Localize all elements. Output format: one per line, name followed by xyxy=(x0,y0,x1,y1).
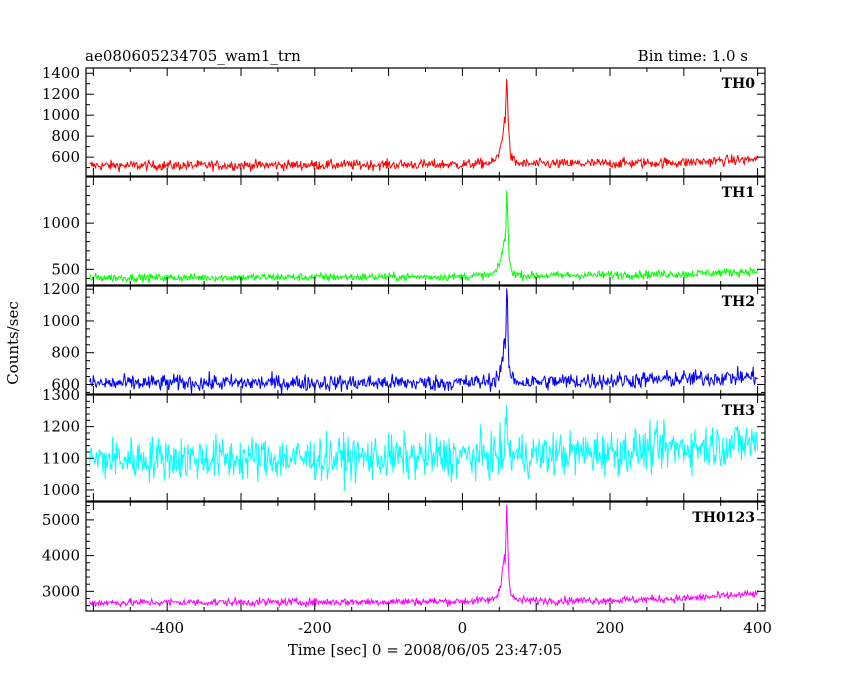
bin-time-label: Bin time: 1.0 s xyxy=(638,47,748,65)
series-line-th3 xyxy=(89,404,759,492)
y-tick-label: 1400 xyxy=(42,64,80,82)
panel-th2: 600 800 1000 1200 TH2 xyxy=(42,280,766,395)
x-tick-label: 400 xyxy=(743,619,772,637)
x-tick-label: -400 xyxy=(150,619,184,637)
panel-frame xyxy=(85,67,766,177)
y-tick-label: 600 xyxy=(51,375,80,393)
x-tick-label: 200 xyxy=(596,619,625,637)
y-tick-label: 500 xyxy=(51,260,80,278)
y-tick-label: 600 xyxy=(51,148,80,166)
panel-th0: 600 800 1000 1200 1400 TH0 xyxy=(42,64,766,177)
panel-th3: 1000 1100 1200 1300 TH3 xyxy=(42,386,766,502)
y-tick-label: 1000 xyxy=(42,481,80,499)
series-line-th1 xyxy=(89,190,759,284)
panel-label-th0123: TH0123 xyxy=(692,510,755,526)
panel-frame xyxy=(85,176,766,286)
y-tick-label: 1000 xyxy=(42,106,80,124)
y-tick-label: 4000 xyxy=(42,547,80,565)
y-tick-label: 1300 xyxy=(42,386,80,404)
y-tick-label: 1000 xyxy=(42,214,80,232)
y-tick-label: 1100 xyxy=(42,449,80,467)
plot-title: ae080605234705_wam1_trn xyxy=(85,47,301,65)
y-tick-label: 1200 xyxy=(42,85,80,103)
panel-th0123: 3000 4000 5000 TH0123 xyxy=(42,501,766,612)
panel-label-th3: TH3 xyxy=(722,403,755,419)
panel-label-th0: TH0 xyxy=(722,76,756,92)
panels: 600 800 1000 1200 1400 TH0 500 1000 TH1 600 800 100… xyxy=(42,64,772,637)
panel-label-th1: TH1 xyxy=(722,185,755,201)
x-tick-label: -200 xyxy=(298,619,332,637)
panel-label-th2: TH2 xyxy=(722,294,755,310)
y-tick-label: 3000 xyxy=(42,582,80,600)
y-axis-title: Counts/sec xyxy=(4,301,22,385)
panel-frame xyxy=(85,501,766,612)
panel-th1: 500 1000 TH1 xyxy=(42,176,766,286)
series-line-th0 xyxy=(89,78,759,173)
y-tick-label: 1200 xyxy=(42,418,80,436)
series-line-th2 xyxy=(89,288,758,394)
y-tick-label: 5000 xyxy=(42,511,80,529)
series-line-th0123 xyxy=(89,504,759,609)
y-tick-label: 800 xyxy=(51,127,80,145)
x-axis-title: Time [sec] 0 = 2008/06/05 23:47:05 xyxy=(288,641,562,659)
y-tick-label: 1200 xyxy=(42,280,80,298)
y-tick-label: 800 xyxy=(51,344,80,362)
x-tick-label: 0 xyxy=(458,619,468,637)
y-tick-label: 1000 xyxy=(42,312,80,330)
